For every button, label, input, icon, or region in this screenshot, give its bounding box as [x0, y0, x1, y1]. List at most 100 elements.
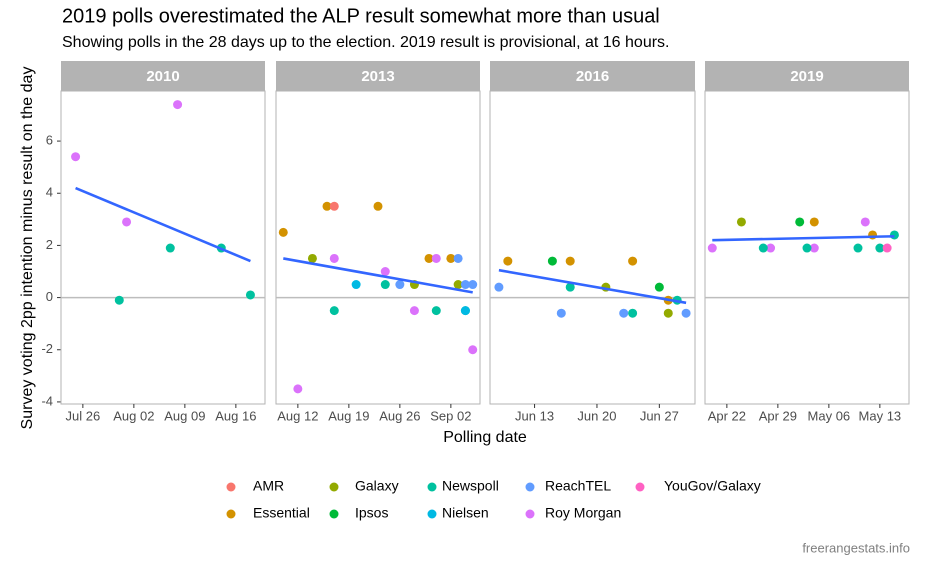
x-tick-label: Jun 13	[515, 408, 554, 423]
facet-strip	[276, 61, 480, 91]
trend-line	[498, 268, 687, 305]
poll-point	[380, 280, 390, 290]
legend-marker	[525, 482, 535, 492]
x-tick-label: Aug 12	[277, 408, 318, 423]
y-tick-label: 2	[46, 237, 53, 252]
poll-point	[868, 230, 878, 240]
poll-point	[565, 256, 575, 266]
x-tick-label: Jul 26	[66, 408, 101, 423]
legend-label: AMR	[253, 478, 284, 494]
source: freerangestats.info	[802, 540, 910, 555]
poll-point	[293, 384, 303, 394]
poll-point	[395, 280, 405, 290]
poll-point	[547, 256, 557, 266]
chart-title: 2019 polls overestimated the ALP result …	[62, 5, 660, 27]
legend-marker	[427, 509, 437, 519]
x-tick-label: Jun 20	[577, 408, 616, 423]
poll-point	[663, 308, 673, 318]
x-tick-label: Sep 02	[430, 408, 471, 423]
poll-point	[795, 217, 805, 227]
poll-point	[114, 295, 124, 305]
poll-point	[307, 253, 317, 263]
poll-point	[875, 243, 885, 253]
poll-point	[758, 243, 768, 253]
panel	[275, 90, 481, 405]
legend-marker	[635, 482, 645, 492]
facet-title: 2013	[361, 68, 394, 85]
x-tick-label: Apr 22	[708, 408, 746, 423]
legend-marker	[329, 509, 339, 519]
poll-point	[165, 243, 175, 253]
legend-marker	[226, 482, 236, 492]
y-tick-label: 4	[46, 185, 53, 200]
x-tick-label: Aug 19	[328, 408, 369, 423]
poll-point	[329, 201, 339, 211]
x-tick-label: Aug 16	[215, 408, 256, 423]
y-tick-label: 6	[46, 133, 53, 148]
poll-point	[736, 217, 746, 227]
poll-point	[628, 256, 638, 266]
poll-point	[809, 243, 819, 253]
legend-label: Galaxy	[355, 478, 399, 494]
poll-point	[431, 306, 441, 316]
trend-line	[75, 186, 251, 263]
facet-title: 2016	[576, 68, 609, 85]
legend-label: Roy Morgan	[545, 505, 621, 521]
poll-point	[619, 308, 629, 318]
poll-point	[681, 308, 691, 318]
facet-title: 2019	[790, 68, 823, 85]
poll-point	[453, 253, 463, 263]
poll-point	[409, 306, 419, 316]
x-tick-label: May 06	[808, 408, 851, 423]
x-tick-label: Aug 26	[379, 408, 420, 423]
facet-strip	[490, 61, 695, 91]
poll-point	[853, 243, 863, 253]
poll-point	[380, 266, 390, 276]
poll-point	[468, 345, 478, 355]
x-axis-label: Polling date	[443, 429, 527, 446]
poll-point	[278, 227, 288, 237]
y-tick-label: -2	[41, 341, 53, 356]
poll-point	[468, 280, 478, 290]
legend-marker	[226, 509, 236, 519]
legend-label: Ipsos	[355, 505, 388, 521]
poll-point	[860, 217, 870, 227]
legend-label: Nielsen	[442, 505, 489, 521]
poll-point	[71, 152, 81, 162]
poll-point	[431, 253, 441, 263]
y-tick-label: 0	[46, 289, 53, 304]
panel	[489, 90, 696, 405]
poll-point	[707, 243, 717, 253]
poll-point	[173, 100, 183, 110]
facet-strip	[61, 61, 265, 91]
poll-point	[424, 253, 434, 263]
facet-strip	[705, 61, 909, 91]
poll-point	[322, 201, 332, 211]
x-tick-label: Aug 09	[164, 408, 205, 423]
x-tick-label: Apr 29	[759, 408, 797, 423]
trend-line	[712, 234, 895, 242]
poll-point	[565, 282, 575, 292]
poll-point	[809, 217, 819, 227]
panel	[60, 90, 266, 405]
poll-point	[494, 282, 504, 292]
legend-label: Essential	[253, 505, 310, 521]
poll-point	[802, 243, 812, 253]
poll-point	[446, 253, 456, 263]
poll-point	[245, 290, 255, 300]
trend-line	[283, 257, 473, 294]
poll-point	[329, 306, 339, 316]
poll-point	[503, 256, 513, 266]
x-tick-label: Aug 02	[113, 408, 154, 423]
legend-marker	[329, 482, 339, 492]
x-tick-label: May 13	[859, 408, 902, 423]
poll-point	[122, 217, 132, 227]
poll-point	[889, 230, 899, 240]
legend-label: YouGov/Galaxy	[664, 478, 761, 494]
legend-marker	[427, 482, 437, 492]
y-axis-label: Survey voting 2pp intention minus result…	[19, 67, 36, 430]
y-tick-label: -4	[41, 393, 53, 408]
chart-subtitle: Showing polls in the 28 days up to the e…	[62, 34, 669, 51]
